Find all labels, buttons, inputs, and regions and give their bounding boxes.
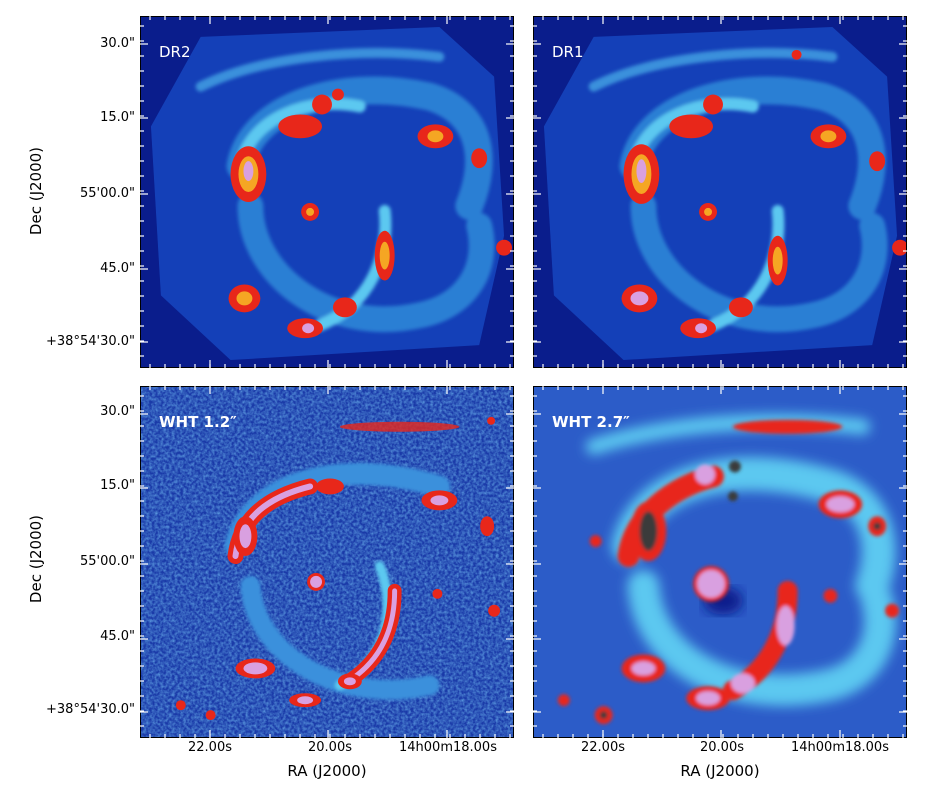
panel-label-dr2: DR2	[159, 43, 191, 61]
panel-wht-2-7: WHT 2.7″	[533, 386, 907, 738]
hot-regions	[557, 419, 900, 725]
xtick-label: 20.00s	[700, 740, 744, 755]
ytick-label: 45.0"	[100, 261, 135, 276]
panel-label-wht-1-2: WHT 1.2″	[159, 413, 237, 431]
panel-wht-1-2: WHT 1.2″	[140, 386, 514, 738]
ytick-label: 30.0"	[100, 36, 135, 51]
dr1-image	[534, 17, 906, 367]
xtick-label: 14h00m18.00s	[399, 740, 497, 755]
ytick-label: 30.0"	[100, 404, 135, 419]
xtick-label: 22.00s	[581, 740, 625, 755]
xtick-label: 22.00s	[188, 740, 232, 755]
panel-label-wht-2-7: WHT 2.7″	[552, 413, 630, 431]
xtick-label: 14h00m18.00s	[791, 740, 889, 755]
panel-dr2: DR2	[140, 16, 514, 368]
ytick-label: 55'00.0"	[79, 554, 135, 569]
hot-regions	[228, 88, 513, 339]
panel-label-dr1: DR1	[552, 43, 584, 61]
ytick-label: +38°54'30.0"	[46, 702, 135, 717]
dr2-image	[141, 17, 513, 367]
x-axis-title-right: RA (J2000)	[680, 762, 760, 780]
xtick-label: 20.00s	[308, 740, 352, 755]
ytick-label: 15.0"	[100, 110, 135, 125]
ytick-label: 55'00.0"	[79, 186, 135, 201]
ytick-label: +38°54'30.0"	[46, 334, 135, 349]
hot-regions	[621, 49, 906, 339]
ytick-label: 15.0"	[100, 478, 135, 493]
panel-dr1: DR1	[533, 16, 907, 368]
hot-regions	[175, 416, 501, 721]
ytick-label: 45.0"	[100, 629, 135, 644]
wht-2-7-image	[534, 387, 906, 737]
x-axis-title-left: RA (J2000)	[287, 762, 367, 780]
wht-1-2-image	[141, 387, 513, 737]
